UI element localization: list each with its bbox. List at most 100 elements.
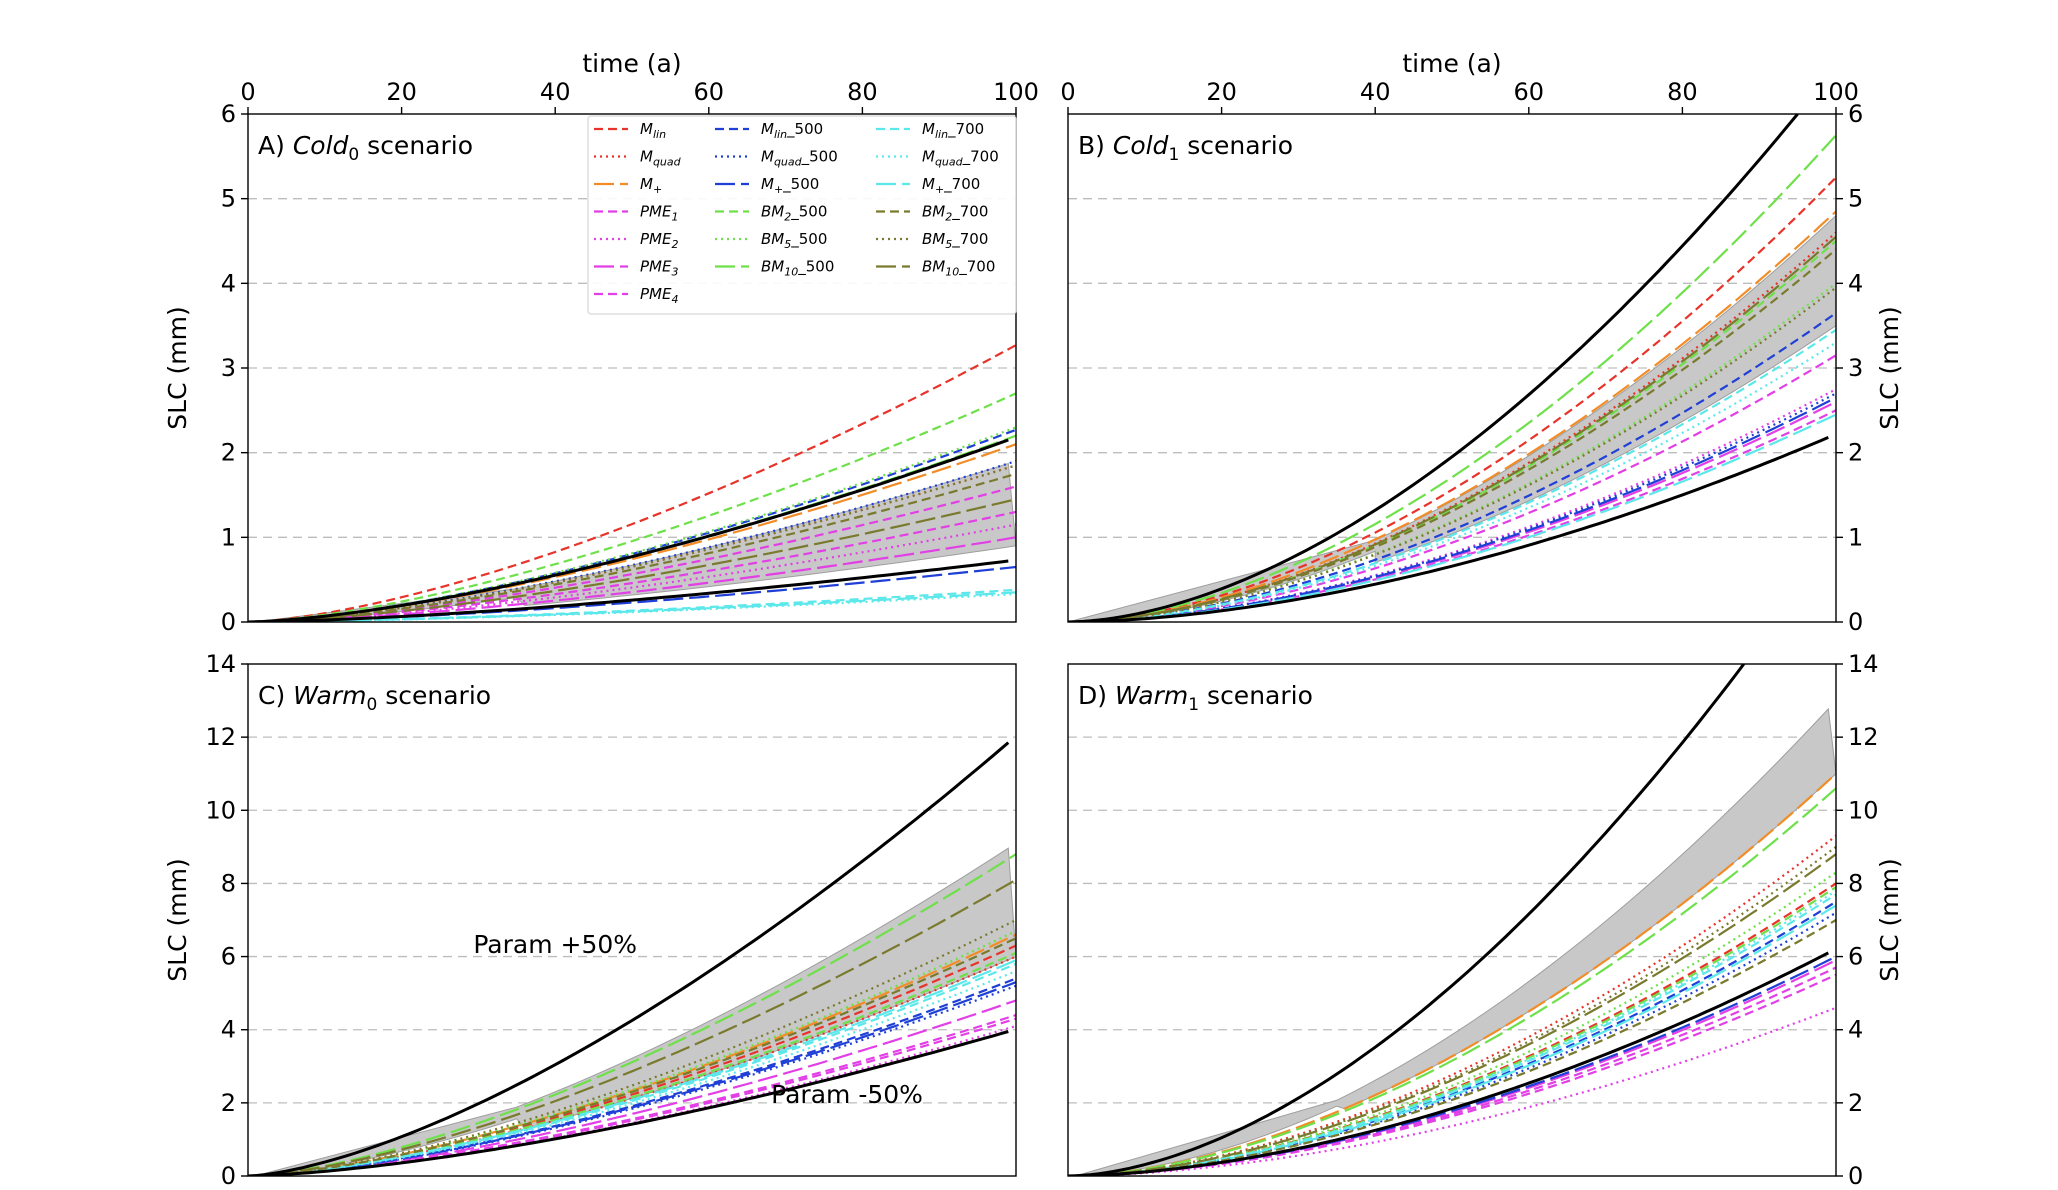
y-tick-label: 4: [221, 269, 236, 297]
uncertainty-band: [255, 847, 1016, 1176]
y-tick-label: 3: [1848, 354, 1863, 382]
y-tick-label: 14: [205, 650, 236, 678]
series-line-mplus-500: [1068, 396, 1836, 622]
legend-entry-bm2-700: BM2_700: [876, 203, 988, 224]
series-line-param-minus50pct: [1068, 436, 1829, 622]
y-tick-label: 6: [221, 943, 236, 971]
legend-label: Mlin_500: [761, 120, 823, 141]
y-tick-label: 1: [221, 523, 236, 551]
legend-entry-m-lin-700: Mlin_700: [876, 120, 984, 141]
y-tick-label: 14: [1848, 650, 1879, 678]
x-tick-label: 40: [540, 78, 571, 106]
series-line-mplus-500: [1068, 955, 1836, 1176]
series-line-bm2-500: [1068, 886, 1836, 1176]
y-tick-label: 12: [205, 723, 236, 751]
series-line-mplus-700: [248, 591, 1016, 622]
y-tick-label: 4: [1848, 1016, 1863, 1044]
panel-title: D) Warm1 scenario: [1078, 681, 1313, 715]
series-line-m-lin: [248, 344, 1016, 622]
series-line-param-plus50pct: [248, 438, 1009, 622]
panel-title: C) Warm0 scenario: [258, 681, 491, 715]
x-axis-label: time (a): [582, 49, 681, 78]
series-line-param-minus50pct: [1068, 951, 1829, 1176]
series-line-pme2: [248, 523, 1016, 622]
series-line-bm10-700: [248, 878, 1016, 1176]
x-tick-label: 60: [1514, 78, 1545, 106]
panel-title: A) Cold0 scenario: [258, 131, 473, 165]
series-line-bm5-700: [248, 919, 1016, 1176]
panel-b: 0 1 2 3 4 5 6 SLC (mm) 0 20 40 60 80 100 time (a) B) Co…: [1060, 49, 1904, 636]
series-line-m-quad-700: [248, 593, 1016, 622]
legend-label: BM5_500: [761, 230, 827, 251]
panel-title: B) Cold1 scenario: [1078, 131, 1293, 165]
y-tick-label: 2: [221, 439, 236, 467]
legend-entry-pme2: PME2: [594, 230, 678, 251]
annotation-param-minus50pct: Param -50%: [771, 1080, 923, 1109]
series-line-bm5-700: [1068, 846, 1836, 1176]
y-axis-label: SLC (mm): [163, 306, 192, 429]
legend-entry-mplus-700: M+_700: [876, 175, 980, 196]
legend-label: PME4: [640, 285, 678, 306]
series-line-m-lin-700: [1068, 893, 1836, 1176]
panel-c: 0 2 4 6 8 10 12 14 SLC (mm) C) Warm0 scenario Para…: [163, 650, 1017, 1190]
series-line-mplus: [1068, 210, 1836, 622]
legend-entry-m-lin: Mlin: [594, 120, 666, 141]
series-line-m-quad-500: [248, 984, 1016, 1176]
series-line-m-quad: [1068, 231, 1836, 622]
x-axis-label: time (a): [1402, 49, 1501, 78]
series-line-m-lin-700: [248, 588, 1016, 622]
legend-entry-bm10-700: BM10_700: [876, 258, 995, 279]
series-line-bm10-500: [248, 853, 1016, 1176]
x-tick-label: 100: [993, 78, 1039, 106]
legend-entry-mplus: M+: [594, 175, 662, 196]
y-tick-label: 8: [221, 869, 236, 897]
series-line-bm5-500: [248, 426, 1016, 622]
legend-entry-m-quad: Mquad: [594, 148, 682, 169]
y-tick-label: 5: [1848, 185, 1863, 213]
legend-label: Mquad: [640, 148, 682, 169]
series-line-m-quad-700: [1068, 889, 1836, 1176]
series-line-m-lin-700: [248, 962, 1016, 1176]
legend-entry-bm10-500: BM10_500: [715, 258, 834, 279]
series-line-pme3: [248, 999, 1016, 1176]
y-tick-label: 12: [1848, 723, 1879, 751]
y-axis-label: SLC (mm): [1875, 858, 1904, 981]
legend-label: Mquad_500: [761, 148, 838, 169]
legend-entry-bm2-500: BM2_500: [715, 203, 827, 224]
legend-label: BM5_700: [922, 230, 988, 251]
x-tick-label: 20: [1206, 78, 1237, 106]
series-line-bm2-700: [248, 472, 1016, 622]
y-tick-label: 2: [1848, 1089, 1863, 1117]
y-tick-label: 2: [1848, 439, 1863, 467]
x-tick-label: 100: [1813, 78, 1859, 106]
legend-label: M+_500: [761, 175, 819, 196]
y-tick-label: 6: [1848, 100, 1863, 128]
x-tick-label: 80: [1667, 78, 1698, 106]
series-line-param-plus50pct: [1068, 664, 1745, 1176]
y-tick-label: 0: [221, 1162, 236, 1190]
legend-label: PME3: [640, 258, 678, 279]
y-tick-label: 10: [205, 796, 236, 824]
series-line-bm10-500: [1068, 134, 1836, 622]
series-line-bm2-700: [248, 937, 1016, 1176]
legend-frame: [587, 115, 1017, 315]
series-line-bm5-500: [1068, 871, 1836, 1176]
y-tick-label: 2: [221, 1089, 236, 1117]
series-line-param-plus50pct: [248, 741, 1010, 1176]
legend-entry-bm5-500: BM5_500: [715, 230, 827, 251]
series-line-param-minus50pct: [248, 1030, 1009, 1176]
series-line-mplus-700: [1068, 904, 1836, 1176]
series-line-mplus-500: [248, 981, 1016, 1176]
legend-label: Mquad_700: [922, 148, 999, 169]
series-line-pme3: [1068, 959, 1836, 1176]
legend-label: BM10_700: [922, 258, 995, 279]
x-tick-label: 0: [240, 78, 255, 106]
y-axis-label: SLC (mm): [1875, 306, 1904, 429]
x-tick-label: 20: [386, 78, 417, 106]
legend-label: M+: [640, 175, 662, 196]
series-line-bm2-500: [248, 392, 1016, 622]
uncertainty-band: [1068, 214, 1836, 622]
series-line-mplus: [248, 443, 1016, 622]
series-line-pme2: [1068, 1006, 1836, 1176]
